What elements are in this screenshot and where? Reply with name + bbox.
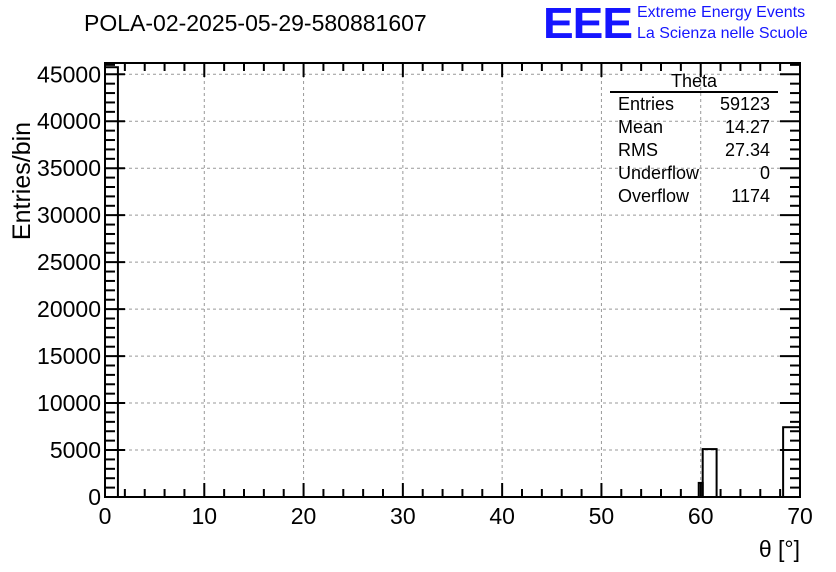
y-tick-label: 0 — [88, 484, 101, 510]
stats-label: Underflow — [618, 163, 700, 183]
chart-title: POLA-02-2025-05-29-580881607 — [84, 10, 427, 36]
y-tick-label: 15000 — [37, 343, 101, 369]
stats-value: 1174 — [731, 186, 770, 206]
stats-label: RMS — [618, 140, 658, 160]
y-tick-label: 35000 — [37, 155, 101, 181]
x-axis-label: θ [°] — [759, 536, 800, 562]
histogram-bin — [104, 66, 119, 499]
stats-value: 14.27 — [724, 117, 770, 137]
histogram-bin — [701, 448, 718, 499]
y-tick-label: 45000 — [37, 61, 101, 87]
x-tick-label: 10 — [191, 503, 217, 529]
y-tick-label: 5000 — [50, 437, 101, 463]
stats-label: Entries — [618, 94, 675, 114]
x-tick-label: 60 — [688, 503, 714, 529]
histogram-bin — [782, 426, 801, 498]
stats-row: Overflow 1174 — [610, 185, 778, 208]
stats-row: RMS 27.34 — [610, 139, 778, 162]
y-tick-label: 25000 — [37, 249, 101, 275]
stats-value: 59123 — [719, 94, 770, 114]
stats-title: Theta — [610, 72, 778, 93]
x-tick-label: 20 — [291, 503, 317, 529]
y-tick-label: 30000 — [37, 202, 101, 228]
stats-box: Theta Entries 59123 Mean 14.27 RMS 27.34 Under… — [610, 72, 778, 208]
stats-row: Underflow 0 — [610, 162, 778, 185]
y-tick-label: 20000 — [37, 296, 101, 322]
stats-label: Mean — [618, 117, 664, 137]
x-tick-label: 40 — [489, 503, 515, 529]
stats-value: 0 — [759, 163, 770, 183]
y-tick-label: 40000 — [37, 108, 101, 134]
stats-row: Entries 59123 — [610, 93, 778, 116]
stats-value: 27.34 — [724, 140, 770, 160]
x-tick-label: 50 — [589, 503, 615, 529]
x-tick-label: 0 — [99, 503, 112, 529]
stats-row: Mean 14.27 — [610, 116, 778, 139]
logo-line1: Extreme Energy Events — [637, 4, 806, 21]
x-tick-label: 70 — [787, 503, 813, 529]
y-tick-label: 10000 — [37, 390, 101, 416]
x-tick-label: 30 — [390, 503, 416, 529]
eee-logo: EEE — [543, 0, 633, 48]
logo-line2: La Scienza nelle Scuole — [637, 25, 808, 42]
y-axis-label: Entries/bin — [8, 122, 36, 240]
stats-label: Overflow — [618, 186, 690, 206]
